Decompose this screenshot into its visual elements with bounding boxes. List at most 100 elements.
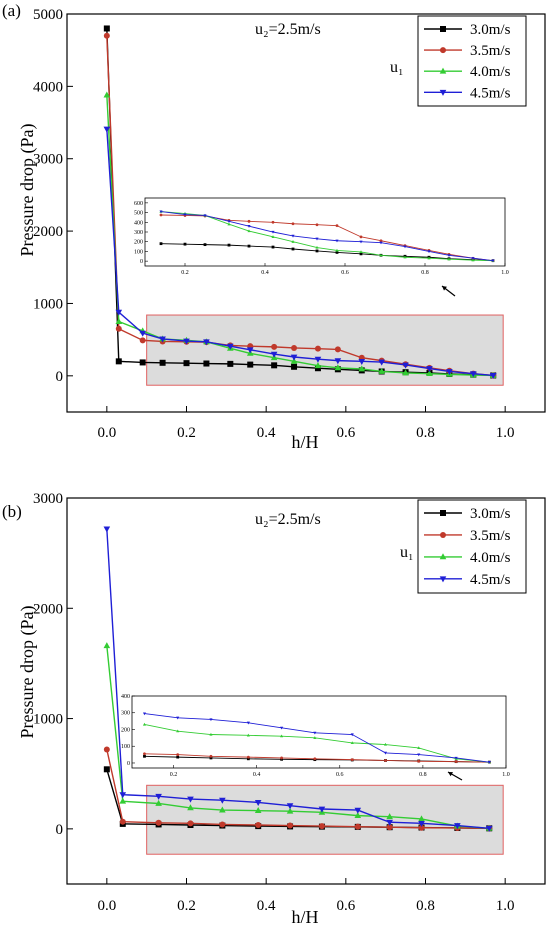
- inset-data-point: [142, 722, 147, 726]
- series-4-5m-s: [103, 126, 497, 380]
- data-point: [115, 358, 122, 365]
- inset-data-point: [209, 718, 213, 722]
- data-point: [103, 766, 110, 773]
- inset-data-point: [203, 243, 207, 247]
- legend: 3.0m/s 3.5m/s 4.0m/s 4.5m/s: [417, 499, 527, 594]
- data-point: [286, 807, 294, 814]
- inset-data-point: [247, 225, 251, 228]
- inset-data-point: [183, 242, 187, 246]
- legend-entry: 4.0m/s: [470, 64, 511, 80]
- data-point: [418, 824, 425, 831]
- data-point: [183, 338, 190, 345]
- inset-series-3-5m-s: [143, 752, 491, 764]
- legend-marker: [440, 47, 446, 54]
- data-point: [219, 806, 226, 813]
- inset-chart: 0.2 0.4 0.6 0.8 1.0 0 100 200 300 400: [121, 694, 510, 778]
- data-point: [139, 330, 146, 337]
- inset-x-tick-label: 0.2: [181, 270, 189, 276]
- inset-y-tick-label: 100: [121, 744, 130, 750]
- data-point: [254, 799, 262, 806]
- data-point: [227, 343, 234, 350]
- legend-entry: 4.0m/s: [470, 550, 511, 566]
- data-point: [183, 360, 190, 367]
- data-point: [334, 358, 342, 365]
- legend-title: u₁: [400, 544, 414, 561]
- data-point: [386, 813, 393, 820]
- inset-x-tick-label: 1.0: [501, 270, 509, 276]
- data-point: [119, 797, 127, 804]
- data-point: [402, 362, 409, 369]
- highlight-region: [146, 784, 504, 855]
- data-point: [270, 351, 278, 358]
- inset-data-point: [379, 241, 383, 245]
- data-point: [103, 25, 110, 32]
- legend-entry: 3.0m/s: [470, 506, 511, 522]
- data-point: [271, 362, 278, 369]
- inset-x-tick-label: 0.4: [253, 772, 261, 778]
- panel-label: (a): [2, 1, 21, 20]
- x-tick-label: 0.8: [416, 425, 435, 441]
- inset-data-point: [403, 255, 407, 259]
- condition-annotation: u₂=2.5m/s: [255, 511, 321, 528]
- data-point: [115, 317, 123, 324]
- data-point: [358, 358, 366, 365]
- data-point: [470, 371, 477, 378]
- inset-data-point: [159, 242, 163, 246]
- inset-series-4-5m-s: [142, 712, 491, 764]
- inset-data-point: [271, 230, 275, 234]
- data-point: [159, 359, 166, 366]
- inset-data-point: [454, 760, 458, 764]
- inset-data-point: [417, 746, 421, 750]
- inset-data-point: [313, 731, 317, 735]
- inset-data-point: [383, 751, 388, 755]
- inset-x-tick-label: 0.4: [261, 270, 269, 276]
- data-point: [454, 823, 461, 830]
- data-point: [103, 526, 111, 533]
- data-point: [159, 336, 166, 343]
- y-tick-label: 0: [56, 822, 64, 838]
- inset-data-point: [291, 247, 295, 251]
- inset-data-point: [271, 235, 275, 238]
- data-point: [187, 804, 194, 811]
- inset-x-tick-label: 0.8: [419, 772, 427, 778]
- inset-data-point: [427, 256, 431, 260]
- inset-data-point: [359, 240, 363, 244]
- x-tick-label: 0.2: [177, 425, 196, 441]
- data-point: [314, 356, 322, 363]
- data-point: [386, 819, 393, 826]
- y-axis-label: Pressure drop (Pa): [17, 606, 38, 739]
- inset-x-tick-label: 1.0: [502, 772, 510, 778]
- data-point: [103, 642, 111, 649]
- data-point: [203, 360, 210, 367]
- data-point: [378, 367, 385, 374]
- inset-data-point: [176, 729, 180, 733]
- inset-data-point: [350, 741, 354, 745]
- inset-data-point: [315, 237, 319, 241]
- condition-annotation: u₂=2.5m/s: [255, 21, 321, 38]
- y-tick-label: 3000: [33, 491, 63, 507]
- data-point: [139, 337, 146, 344]
- inset-data-point: [350, 758, 354, 762]
- plot-frame: [66, 497, 546, 885]
- data-point: [318, 823, 325, 830]
- plot-frame: [66, 13, 546, 413]
- inset-series-4-0m-s: [142, 722, 491, 764]
- legend-marker: [439, 89, 447, 96]
- inset-data-point: [291, 240, 295, 243]
- legend-box: [417, 15, 527, 107]
- inset-chart: 0.2 0.4 0.6 0.8 1.0 0 100 200 300 400 500 600: [134, 197, 509, 276]
- data-point: [446, 369, 453, 376]
- data-point: [418, 815, 425, 822]
- inset-data-point: [183, 213, 187, 217]
- inset-data-point: [159, 213, 163, 217]
- y-tick-label: 2000: [33, 224, 63, 240]
- inset-data-point: [379, 239, 383, 243]
- legend: 3.0m/s 3.5m/s 4.0m/s 4.5m/s: [417, 15, 527, 107]
- data-point: [354, 807, 362, 814]
- data-point: [139, 359, 146, 366]
- inset-series-4-5m-s: [159, 210, 495, 263]
- data-point: [219, 821, 226, 828]
- inset-y-tick-label: 200: [121, 727, 130, 733]
- inset-data-point: [247, 244, 251, 248]
- inset-data-point: [335, 239, 339, 243]
